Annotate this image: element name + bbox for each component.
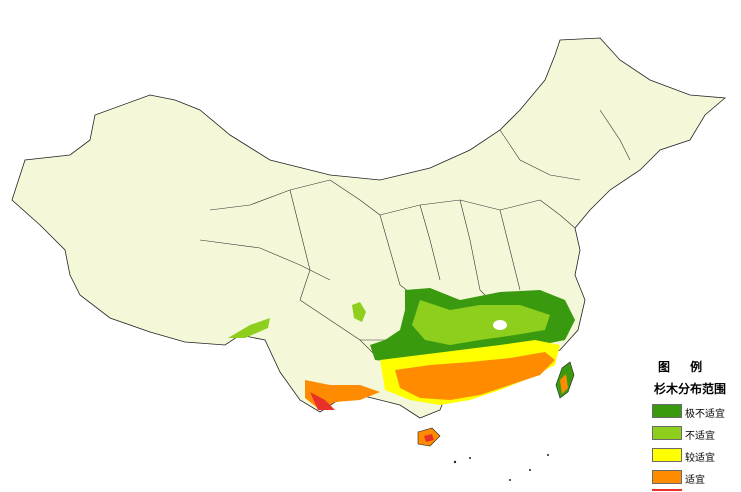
zone-unsuitable xyxy=(412,300,550,345)
legend-label: 较适宜 xyxy=(685,453,715,464)
legend-label: 极不适宜 xyxy=(685,409,725,420)
zone-yunnan-patch xyxy=(352,302,366,322)
legend-label: 适宜 xyxy=(685,475,705,486)
swatch-unsuitable xyxy=(652,426,682,440)
legend-item-moderately-suitable: 较适宜 xyxy=(652,448,740,464)
hainan-core xyxy=(424,434,434,442)
legend-item-suitable: 适宜 xyxy=(652,470,740,486)
swatch-very-unsuitable xyxy=(652,404,682,418)
legend-item-unsuitable: 不适宜 xyxy=(652,426,740,442)
legend-boundary-line xyxy=(652,489,682,491)
map-legend: 图 例 杉木分布范围 极不适宜 不适宜 较适宜 适宜 xyxy=(648,356,741,492)
south-sea-islands xyxy=(453,454,549,481)
zone-boundary-southwest xyxy=(310,392,335,410)
zone-tibet-strip xyxy=(228,318,270,338)
suitability-zones xyxy=(228,288,575,410)
legend-label: 不适宜 xyxy=(685,431,715,442)
swatch-moderately-suitable xyxy=(652,448,682,462)
lake-dongting xyxy=(493,320,507,330)
swatch-suitable xyxy=(652,470,682,484)
legend-subtitle: 杉木分布范围 xyxy=(654,382,727,396)
legend-title: 图 例 xyxy=(658,360,711,374)
legend-item-very-unsuitable: 极不适宜 xyxy=(652,404,740,420)
taiwan-suitable xyxy=(560,374,568,394)
zone-suitable xyxy=(395,352,555,400)
china-landmass xyxy=(11,37,726,419)
